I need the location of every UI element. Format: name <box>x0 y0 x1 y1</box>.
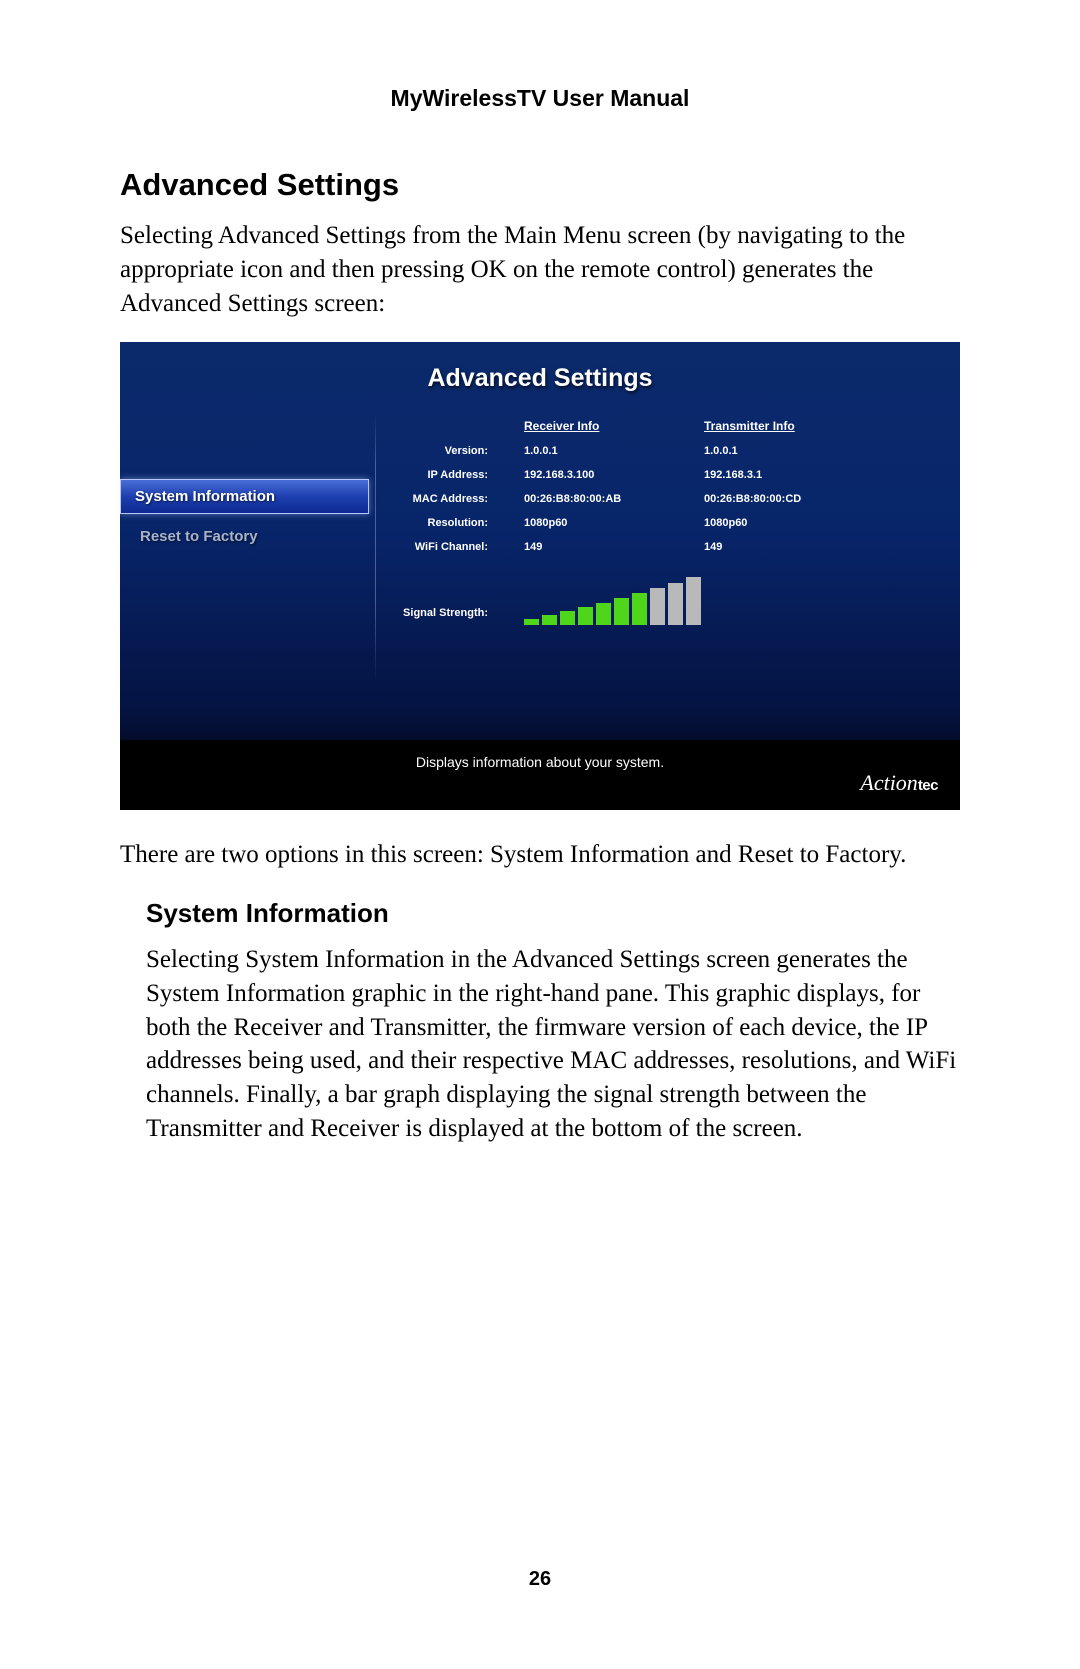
info-table: Receiver Info Transmitter Info Version: … <box>394 419 960 683</box>
menu-item-reset-to-factory[interactable]: Reset to Factory <box>120 520 375 553</box>
after-paragraph: There are two options in this screen: Sy… <box>120 838 960 872</box>
signal-bar <box>614 598 629 625</box>
row-value: 1080p60 <box>524 517 704 529</box>
doc-header: MyWirelessTV User Manual <box>120 85 960 112</box>
advanced-settings-screenshot: Advanced Settings System Information Res… <box>120 342 960 810</box>
left-menu: System Information Reset to Factory <box>120 419 375 683</box>
vertical-divider <box>375 413 376 683</box>
intro-paragraph: Selecting Advanced Settings from the Mai… <box>120 219 960 320</box>
row-label: IP Address: <box>394 469 524 481</box>
signal-bar <box>524 619 539 625</box>
sub-section-paragraph: Selecting System Information in the Adva… <box>146 943 960 1146</box>
row-label: Version: <box>394 445 524 457</box>
footer-text: Displays information about your system. <box>120 740 960 770</box>
signal-strength-label: Signal Strength: <box>394 607 524 625</box>
row-value: 149 <box>704 541 884 553</box>
row-value: 192.168.3.100 <box>524 469 704 481</box>
signal-bar <box>686 577 701 625</box>
signal-bar <box>650 588 665 625</box>
page-number: 26 <box>0 1568 1080 1591</box>
row-value: 1.0.0.1 <box>704 445 884 457</box>
brand-logo: Actiontec <box>860 770 938 796</box>
row-value: 1.0.0.1 <box>524 445 704 457</box>
row-value: 1080p60 <box>704 517 884 529</box>
signal-bar <box>632 593 647 625</box>
signal-bar <box>668 583 683 625</box>
signal-bar <box>578 607 593 625</box>
row-value: 00:26:B8:80:00:AB <box>524 493 704 505</box>
row-label: MAC Address: <box>394 493 524 505</box>
signal-bar <box>542 615 557 625</box>
signal-strength-bars <box>524 575 701 625</box>
brand-script: Action <box>860 770 917 795</box>
row-value: 149 <box>524 541 704 553</box>
screenshot-title: Advanced Settings <box>120 342 960 393</box>
signal-bar <box>560 611 575 625</box>
col-header-transmitter: Transmitter Info <box>704 419 884 433</box>
sub-section-title: System Information <box>146 898 960 929</box>
signal-bar <box>596 603 611 625</box>
col-header-receiver: Receiver Info <box>524 419 704 433</box>
col-header-blank <box>394 419 524 433</box>
row-value: 00:26:B8:80:00:CD <box>704 493 884 505</box>
row-value: 192.168.3.1 <box>704 469 884 481</box>
section-title: Advanced Settings <box>120 167 960 203</box>
screenshot-footer: Displays information about your system. … <box>120 740 960 810</box>
row-label: WiFi Channel: <box>394 541 524 553</box>
row-label: Resolution: <box>394 517 524 529</box>
menu-item-system-information[interactable]: System Information <box>120 479 369 514</box>
brand-tec: tec <box>918 777 938 794</box>
